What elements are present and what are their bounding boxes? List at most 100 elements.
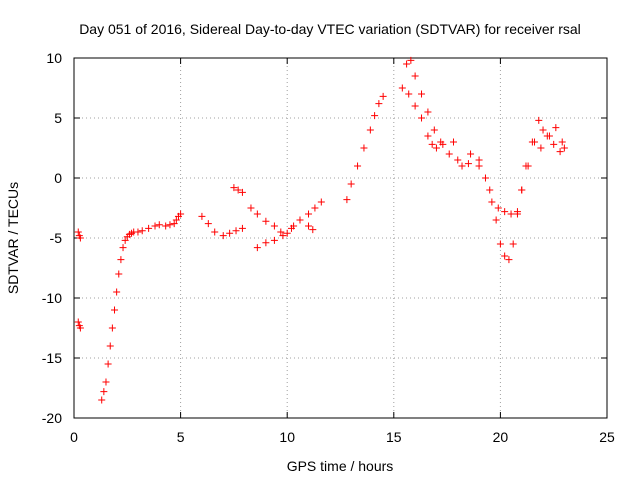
data-point — [418, 90, 426, 98]
data-point — [253, 244, 261, 252]
data-point — [172, 216, 180, 224]
data-point — [486, 186, 494, 194]
data-point — [305, 222, 313, 230]
data-point — [287, 224, 295, 232]
data-point — [445, 150, 453, 158]
data-point — [449, 138, 457, 146]
series-j — [403, 56, 445, 146]
data-point — [537, 144, 545, 152]
grid — [74, 58, 607, 418]
y-tick-label: -15 — [42, 350, 62, 366]
data-point — [74, 318, 82, 326]
data-point — [424, 108, 432, 116]
data-point — [262, 239, 270, 247]
data-point — [104, 360, 112, 368]
data-point — [552, 124, 560, 132]
data-point — [405, 90, 413, 98]
data-point — [296, 216, 304, 224]
data-point — [238, 224, 246, 232]
y-tick-label: 10 — [46, 50, 62, 66]
data-point — [347, 180, 355, 188]
data-point — [117, 256, 125, 264]
x-tick-labels: 0 5 10 15 20 25 — [70, 429, 615, 445]
x-tick-label: 0 — [70, 429, 78, 445]
data-point — [375, 100, 383, 108]
data-point — [518, 186, 526, 194]
data-point — [232, 227, 240, 235]
data-point — [226, 229, 234, 237]
data-point — [558, 138, 566, 146]
data-point — [343, 196, 351, 204]
data-point — [379, 92, 387, 100]
data-point — [437, 138, 445, 146]
data-point — [411, 102, 419, 110]
data-point — [505, 256, 513, 264]
data-point — [98, 396, 106, 404]
data-point — [111, 306, 119, 314]
plot-frame — [73, 57, 608, 419]
x-tick-label: 25 — [599, 429, 615, 445]
data-point — [177, 210, 185, 218]
data-point — [119, 244, 127, 252]
data-point — [428, 140, 436, 148]
x-tick-label: 15 — [386, 429, 402, 445]
data-point — [464, 160, 472, 168]
series-b — [74, 318, 84, 332]
y-tick-labels: -20 -15 -10 -5 0 5 10 — [42, 50, 62, 426]
data-point — [253, 210, 261, 218]
data-point — [155, 221, 163, 229]
x-tick-label: 20 — [493, 429, 509, 445]
data-point — [204, 220, 212, 228]
data-point — [494, 204, 502, 212]
data-point — [407, 56, 415, 64]
series-h — [343, 92, 387, 204]
data-point — [513, 208, 521, 216]
data-point — [543, 132, 551, 140]
data-point — [524, 162, 532, 170]
data-point — [162, 222, 170, 230]
chart-title: Day 051 of 2016, Sidereal Day-to-day VTE… — [79, 21, 581, 37]
data-point — [277, 228, 285, 236]
series-a — [74, 228, 84, 242]
series-c — [98, 210, 185, 404]
series-i — [398, 84, 566, 264]
data-point — [238, 188, 246, 196]
data-point — [76, 234, 84, 242]
data-point — [531, 138, 539, 146]
data-point — [102, 378, 110, 386]
data-point — [305, 210, 313, 218]
data-point — [219, 232, 227, 240]
data-point — [560, 144, 568, 152]
data-point — [411, 72, 419, 80]
axis-ticks — [73, 57, 608, 419]
data-point — [354, 162, 362, 170]
data-point — [106, 342, 114, 350]
x-tick-label: 10 — [279, 429, 295, 445]
data-point — [360, 144, 368, 152]
x-tick-label: 5 — [177, 429, 185, 445]
data-point — [309, 226, 317, 234]
y-tick-label: 5 — [54, 110, 62, 126]
data-point — [134, 228, 142, 236]
data-point — [247, 204, 255, 212]
data-point — [403, 60, 411, 68]
data-point — [501, 252, 509, 260]
data-point — [509, 240, 517, 248]
series-k — [449, 138, 532, 218]
data-point — [138, 227, 146, 235]
data-point — [366, 126, 374, 134]
data-point — [475, 156, 483, 164]
data-point — [496, 240, 504, 248]
data-point — [311, 204, 319, 212]
data-point — [539, 126, 547, 134]
data-point — [145, 224, 153, 232]
y-tick-label: 0 — [54, 170, 62, 186]
data-point — [398, 84, 406, 92]
y-tick-label: -10 — [42, 290, 62, 306]
data-point — [432, 144, 440, 152]
data-point — [151, 222, 159, 230]
y-tick-label: -5 — [50, 230, 63, 246]
data-markers — [74, 56, 568, 404]
data-point — [76, 324, 84, 332]
